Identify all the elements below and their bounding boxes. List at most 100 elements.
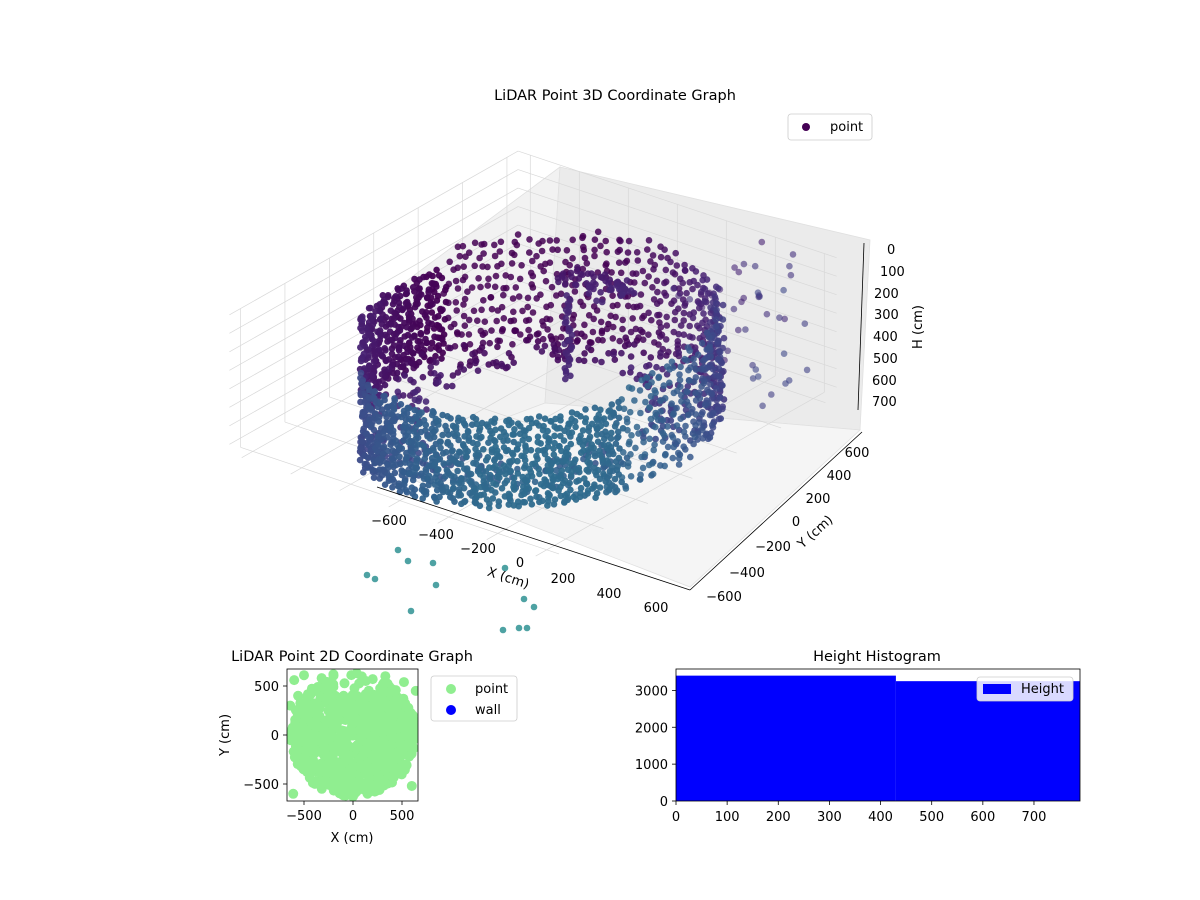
data-point: [680, 428, 688, 436]
data-point: [394, 388, 402, 396]
data-point: [582, 415, 590, 422]
data-point: [572, 281, 580, 289]
data-point: [425, 472, 433, 480]
data-point: [481, 318, 489, 326]
data-point: [609, 335, 617, 342]
data-point: [457, 475, 465, 483]
data-point: [631, 279, 638, 286]
data-point: [592, 494, 599, 502]
data-point: [591, 450, 598, 457]
data-point: [511, 426, 518, 433]
data-point: [575, 356, 583, 364]
chart-2d-y-label: Y (cm): [218, 714, 233, 757]
data-point: [532, 487, 540, 494]
data-point: [494, 307, 502, 314]
y-tick-label: 0: [271, 729, 279, 744]
data-point: [648, 316, 655, 324]
data-point: [661, 451, 669, 459]
data-point: [581, 254, 589, 262]
data-point: [478, 241, 485, 248]
data-point: [641, 451, 649, 458]
data-point: [549, 246, 556, 253]
data-point: [580, 447, 587, 455]
y-tick-labels: −600 −400 −200 0 200 400 600: [706, 446, 869, 605]
data-point: [533, 452, 540, 460]
data-point: [652, 435, 659, 443]
data-point: [670, 297, 678, 305]
data-point: [437, 444, 444, 452]
x-tick-label: 200: [766, 810, 791, 825]
data-point: [363, 766, 374, 777]
data-point: [699, 435, 707, 442]
data-point: [472, 359, 479, 367]
chart-2d-legend: point wall: [430, 675, 518, 722]
data-point: [585, 312, 593, 319]
data-point: [661, 246, 668, 253]
data-point: [680, 443, 687, 451]
x-tick-label: 0: [516, 556, 524, 571]
data-point: [460, 263, 468, 271]
data-point: [681, 302, 688, 309]
data-point: [401, 333, 409, 340]
data-point: [459, 242, 467, 250]
data-point: [712, 316, 720, 323]
grid-line: [229, 169, 519, 334]
data-point: [470, 307, 478, 315]
data-point: [683, 388, 690, 395]
data-point: [426, 271, 433, 278]
data-point: [781, 315, 788, 323]
data-point: [690, 378, 698, 385]
data-point: [654, 288, 661, 296]
data-point: [409, 476, 417, 484]
data-point: [731, 264, 738, 271]
data-point: [521, 490, 528, 498]
data-point: [413, 455, 421, 462]
y-tick-label: 600: [845, 446, 870, 461]
data-point: [379, 466, 387, 474]
data-point: [683, 289, 690, 297]
data-point: [708, 421, 716, 429]
data-point: [435, 378, 442, 386]
data-point: [378, 320, 386, 328]
data-point: [673, 262, 681, 269]
data-point: [639, 314, 646, 322]
y-tick-label: 2000: [635, 721, 668, 736]
data-point: [714, 356, 722, 363]
data-point: [698, 383, 705, 390]
data-point: [561, 365, 569, 372]
data-point: [543, 315, 550, 323]
data-point: [611, 423, 619, 430]
data-point: [419, 482, 427, 490]
data-point: [551, 439, 558, 447]
data-point: [359, 316, 366, 324]
data-point: [446, 258, 454, 266]
data-point: [591, 404, 599, 412]
data-point: [681, 267, 689, 274]
data-point: [417, 329, 425, 337]
data-point: [347, 768, 358, 779]
data-point: [494, 337, 502, 345]
data-point: [360, 469, 367, 476]
data-point: [568, 343, 576, 351]
data-point: [396, 340, 404, 347]
data-point: [542, 277, 550, 285]
data-point: [485, 361, 493, 368]
data-point: [484, 263, 491, 271]
data-point: [696, 324, 703, 332]
x-tick-label: 100: [715, 810, 740, 825]
data-point: [657, 397, 664, 405]
chart-3d-title: LiDAR Point 3D Coordinate Graph: [494, 88, 736, 104]
x-tick-label: 200: [551, 572, 576, 587]
data-point: [476, 254, 483, 262]
data-point: [700, 357, 707, 365]
data-point: [631, 397, 638, 404]
h-tick-labels: 0 100 200 300 400 500 600 700: [872, 243, 905, 410]
data-point: [480, 297, 487, 304]
data-point: [677, 363, 684, 371]
data-point: [524, 294, 532, 302]
data-point: [696, 401, 704, 409]
data-point: [430, 446, 437, 454]
data-point: [375, 441, 382, 448]
data-point: [427, 345, 435, 352]
grid-line: [517, 150, 837, 258]
